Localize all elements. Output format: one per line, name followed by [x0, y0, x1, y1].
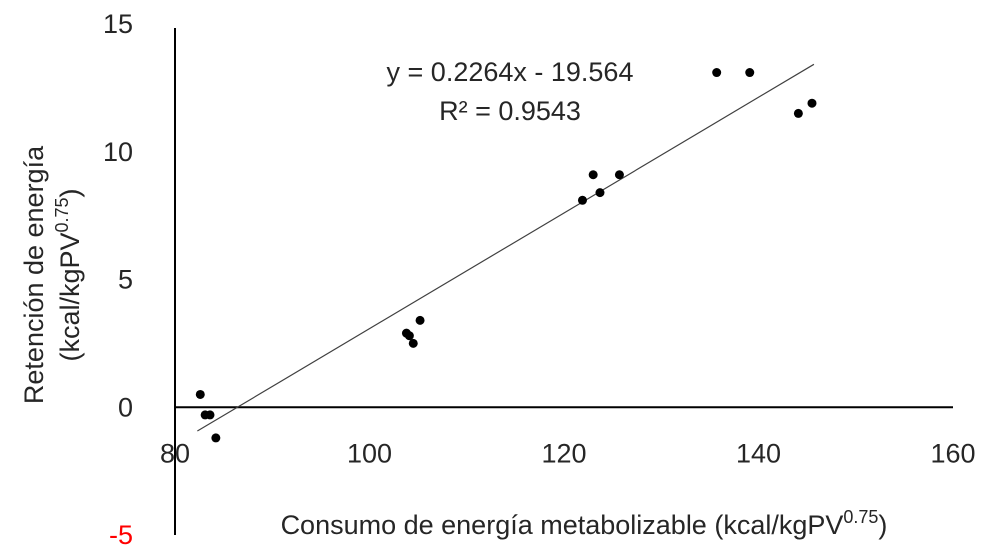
x-axis-title-end: ) — [878, 510, 887, 540]
x-tick-label: 120 — [541, 438, 586, 468]
data-point — [415, 315, 425, 325]
data-point — [595, 188, 605, 198]
y-axis-title-line1: Retención de energía — [19, 145, 49, 404]
x-axis-title-text: Consumo de energía metabolizable (kcal/k… — [281, 510, 844, 540]
x-axis-title: Consumo de energía metabolizable (kcal/k… — [281, 507, 888, 540]
x-tick-label: 160 — [930, 438, 975, 468]
data-point — [614, 170, 624, 180]
y-axis-title-end: ) — [55, 188, 85, 197]
y-tick-label: 0 — [118, 392, 133, 422]
x-tick-label: 80 — [160, 438, 190, 468]
data-point — [577, 195, 587, 205]
y-tick-label: 10 — [103, 137, 133, 167]
data-point — [404, 331, 414, 341]
y-axis-title-exponent: 0.75 — [52, 197, 72, 232]
data-point — [588, 170, 598, 180]
data-point — [807, 98, 817, 108]
data-point — [211, 433, 221, 443]
data-point — [408, 338, 418, 348]
y-tick-label: -5 — [109, 520, 133, 550]
y-axis-title-text: (kcal/kgPV — [55, 233, 85, 362]
x-tick-label: 140 — [736, 438, 781, 468]
x-tick-label: 100 — [347, 438, 392, 468]
data-point — [712, 68, 722, 78]
y-tick-label: 5 — [118, 265, 133, 295]
data-points — [195, 68, 817, 443]
trendline-r-squared: R² = 0.9543 — [439, 96, 581, 126]
trendline-equation: y = 0.2264x - 19.564 — [387, 57, 634, 87]
axes-group — [174, 28, 953, 535]
trendline — [197, 63, 815, 432]
data-point — [205, 410, 215, 420]
y-axis-title: Retención de energía (kcal/kgPV0.75) — [19, 145, 85, 404]
data-point — [195, 389, 205, 399]
y-axis-title-line2: (kcal/kgPV0.75) — [52, 188, 85, 361]
y-tick-label: 15 — [103, 9, 133, 39]
data-point — [793, 108, 803, 118]
y-tick-labels: 15 10 5 0 -5 — [103, 9, 133, 550]
data-point — [745, 68, 755, 78]
x-tick-labels: 80 100 120 140 160 — [160, 438, 976, 468]
x-axis-title-exponent: 0.75 — [843, 507, 878, 527]
